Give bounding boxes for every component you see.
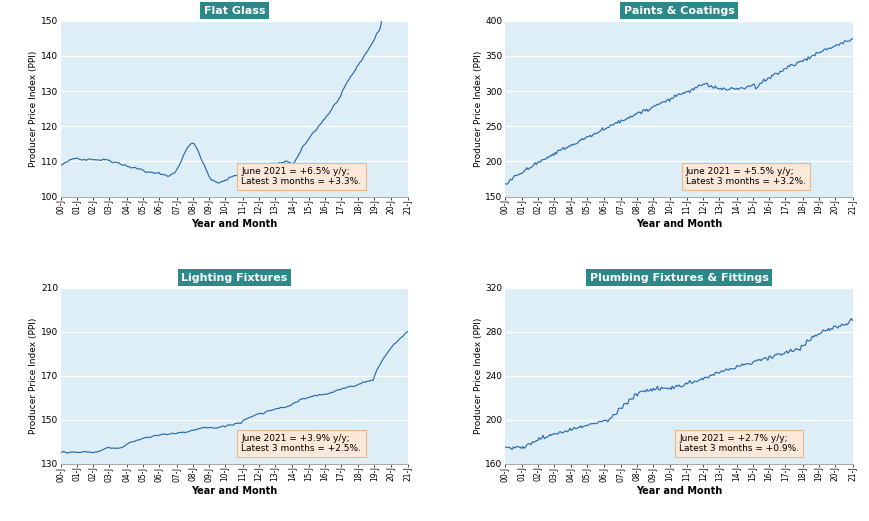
Text: Flat Glass: Flat Glass [203,6,265,16]
Y-axis label: Producer Price Index (PPI): Producer Price Index (PPI) [29,318,38,434]
X-axis label: Year and Month: Year and Month [191,219,277,229]
Text: June 2021 = +6.5% y/y;
Latest 3 months = +3.3%.: June 2021 = +6.5% y/y; Latest 3 months =… [242,167,362,186]
Text: June 2021 = +5.5% y/y;
Latest 3 months = +3.2%.: June 2021 = +5.5% y/y; Latest 3 months =… [685,167,805,186]
X-axis label: Year and Month: Year and Month [191,486,277,496]
Y-axis label: Producer Price Index (PPI): Producer Price Index (PPI) [473,51,482,167]
Text: June 2021 = +3.9% y/y;
Latest 3 months = +2.5%.: June 2021 = +3.9% y/y; Latest 3 months =… [242,434,361,453]
Text: June 2021 = +2.7% y/y;
Latest 3 months = +0.9%.: June 2021 = +2.7% y/y; Latest 3 months =… [678,434,799,453]
X-axis label: Year and Month: Year and Month [635,219,721,229]
X-axis label: Year and Month: Year and Month [635,486,721,496]
Y-axis label: Producer Price Index (PPI): Producer Price Index (PPI) [29,51,38,167]
Text: Plumbing Fixtures & Fittings: Plumbing Fixtures & Fittings [589,272,767,283]
Text: Lighting Fixtures: Lighting Fixtures [181,272,288,283]
Y-axis label: Producer Price Index (PPI): Producer Price Index (PPI) [473,318,482,434]
Text: Paints & Coatings: Paints & Coatings [623,6,733,16]
